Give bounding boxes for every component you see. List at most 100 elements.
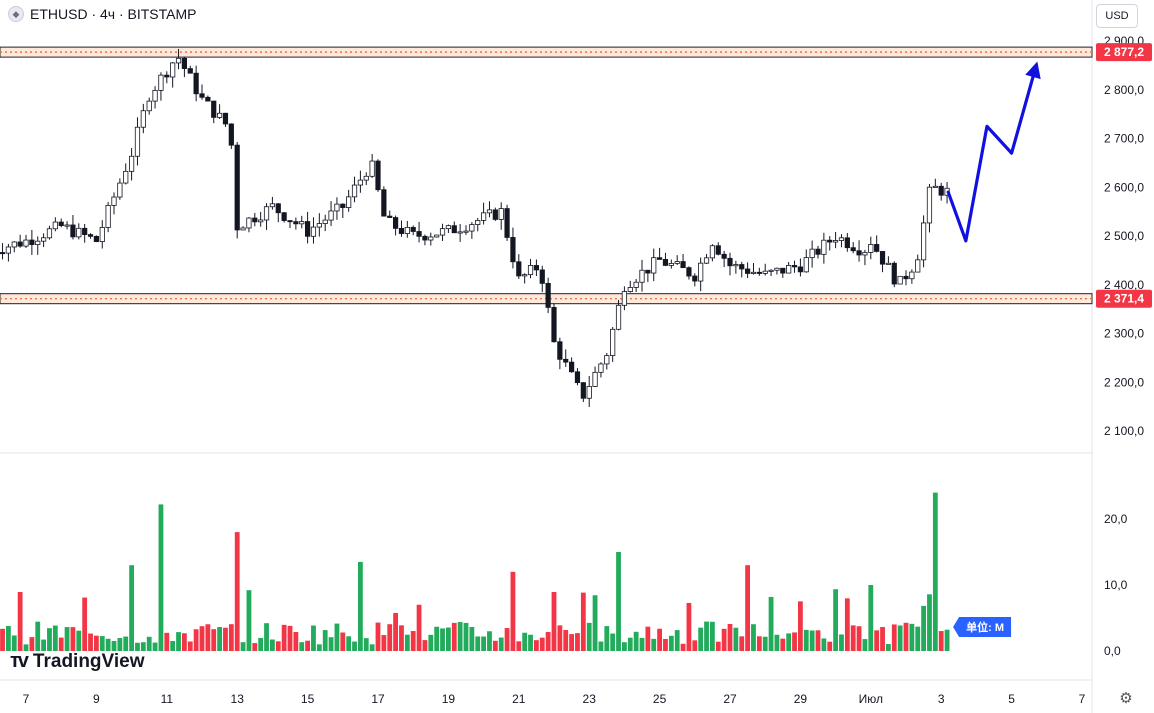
volume-bar [492,640,498,651]
volume-bar [839,634,844,651]
volume-bar [135,642,140,651]
volume-bar [434,626,440,651]
volume-bar [803,629,809,651]
candle-body [662,259,669,266]
volume-bar [416,604,422,651]
volume-bar [798,601,803,651]
volume-bar [311,625,316,651]
candle-body [762,270,768,274]
candle-body [815,248,821,255]
symbol-header[interactable]: ◆ ETHUSD · 4ч · BITSTAMP [8,6,197,22]
volume-bar [451,622,457,651]
volume-bar [428,634,434,651]
candle-body [211,100,217,118]
volume-bar [11,635,17,651]
candle-body [52,221,58,230]
candle-body [111,196,117,206]
volume-bar [328,637,334,651]
candle-body [768,269,774,272]
candle-body [551,307,557,343]
volume-bar [727,623,733,651]
volume-bar [0,628,5,651]
volume-bar [580,592,586,651]
volume-bar [334,623,340,651]
candle-body [152,89,158,102]
candle-body [175,57,182,64]
volume-bar [522,632,528,651]
volume-bar [457,622,463,651]
time-tick-label: 13 [231,692,245,706]
volume-bar [569,634,574,651]
candle-body [879,251,886,265]
candle-body [475,219,481,225]
projection-arrow-path [946,63,1038,243]
price-tick-label: 2 200,0 [1104,375,1144,389]
price-tick-label: 2 400,0 [1104,278,1144,292]
currency-selector[interactable]: USD [1096,4,1138,28]
candle-body [838,237,845,241]
candle-body [134,126,141,157]
candle-body [252,217,258,223]
volume-bar [152,642,158,651]
volume-bar [856,626,862,651]
candle-body [844,237,850,249]
candle-body [510,237,516,263]
price-level-badge [1096,43,1152,62]
candle-body [181,57,187,69]
candle-body [164,74,170,78]
gear-icon[interactable]: ⚙ [1119,690,1133,707]
candle-body [416,231,422,237]
candle-body [563,358,569,363]
candle-body [99,227,105,242]
candle-body [569,361,575,373]
candle-body [5,246,11,254]
candle-body [627,287,633,292]
candle-body [821,239,827,255]
volume-bar [481,636,486,651]
candle-body [615,304,622,330]
candle-body [41,237,47,242]
volume-bar [586,622,592,651]
candle-body [346,196,352,208]
volume-bar [41,639,46,651]
candle-body [680,261,686,269]
candle-body [275,203,281,214]
volume-bar [903,622,909,651]
volume-bar [322,630,328,651]
candle-body [328,210,334,221]
volume-bar [897,625,903,651]
candle-body [170,62,176,78]
volume-bar [316,644,322,651]
candle-body [739,264,745,270]
candle-body [381,189,387,217]
volume-bar [645,626,651,651]
candle-body [780,267,786,274]
candle-body [533,265,540,271]
volume-bar [622,642,627,651]
time-tick-label: 5 [1008,692,1015,706]
candle-body [715,245,721,255]
candle-body [651,257,657,274]
candle-body [281,212,287,221]
volume-bar [921,605,926,651]
candle-body [633,281,639,288]
candle-body [17,241,23,247]
candle-body [527,265,534,276]
candle-body [363,175,369,181]
volume-bar [64,627,70,651]
tradingview-logo[interactable]: ᴛv TradingView [10,650,145,673]
candle-body [674,261,680,264]
candle-body [287,220,293,223]
candle-body [545,282,551,308]
candle-body [117,182,123,198]
candle-body [709,245,716,259]
volume-unit-label: 单位: M [966,620,1004,634]
candle-body [93,235,99,242]
volume-bar [70,627,76,651]
volume-bar [387,624,393,651]
volume-bar [539,637,545,651]
candle-body [334,203,340,212]
candle-body [23,239,29,247]
volume-bar [170,641,176,651]
